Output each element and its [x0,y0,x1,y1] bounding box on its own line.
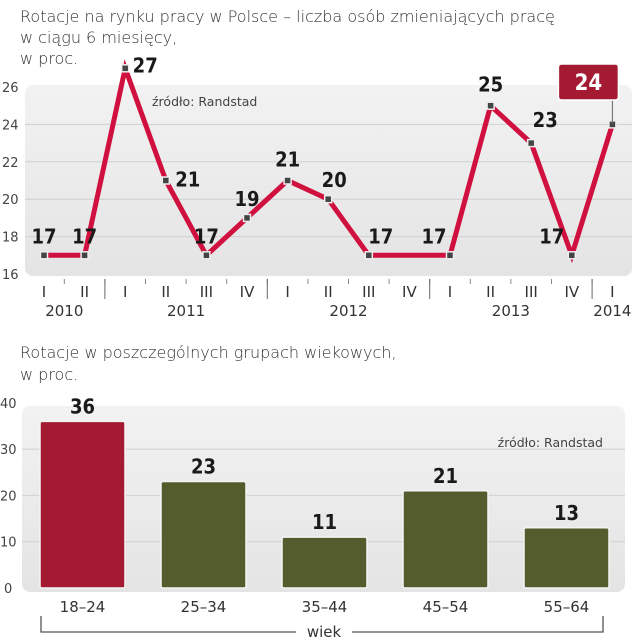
y-tick-label: 20 [2,193,19,208]
bar [160,480,247,589]
data-point [202,251,211,260]
bar [523,527,610,589]
data-label: 17 [31,224,56,248]
bar [39,420,126,589]
quarter-label: III [525,283,538,301]
category-label: 45–54 [423,598,469,616]
data-label: 17 [194,224,219,248]
data-label: 21 [175,168,200,192]
bar [402,490,489,589]
line-chart: Rotacje na rynku pracy w Polsce – liczba… [2,7,632,320]
highlight-value-box [557,63,620,101]
age-bracket [40,616,604,633]
bar-value-label: 13 [554,501,579,525]
data-label: 21 [275,148,300,172]
data-label: 17 [72,224,97,248]
data-point [161,176,171,185]
data-point [80,251,89,260]
y-tick-label: 16 [2,268,19,283]
y-tick-label: 40 [0,397,17,412]
category-label: 55–64 [544,598,590,616]
year-label: 2010 [45,302,83,320]
line-chart-title-2: w ciągu 6 miesięcy, [20,28,177,47]
y-tick-label: 0 [4,582,12,597]
quarter-label: I [285,283,289,301]
year-label: 2011 [167,302,205,320]
data-point [526,138,536,148]
quarter-label: IV [402,283,417,301]
line-plot-background [25,85,632,276]
y-tick-label: 22 [2,156,19,171]
quarter-label: IV [240,283,255,301]
quarter-label: II [324,283,333,301]
bar-chart-title-2: w proc. [20,365,78,384]
data-point [486,101,495,110]
y-tick-label: 20 [0,489,17,504]
category-label: 18–24 [60,598,106,616]
bar-chart: Rotacje w poszczególnych grupach wiekowy… [0,343,625,640]
category-label: 25–34 [181,598,227,616]
data-label: 25 [478,73,503,97]
y-tick-label: 24 [2,118,19,133]
y-tick-label: 10 [0,536,17,551]
data-label: 20 [322,168,347,192]
bar-value-label: 11 [312,510,337,534]
quarter-label: III [362,283,375,301]
data-point [120,64,130,73]
quarter-label: I [610,283,614,301]
quarter-label: II [161,283,170,301]
y-tick-label: 26 [2,81,19,96]
bar-chart-source: źródło: Randstad [498,435,603,450]
quarter-label: II [486,283,495,301]
data-point [242,213,252,223]
year-label: 2013 [492,302,530,320]
category-label: 35–44 [302,598,348,616]
bar-value-label: 23 [191,455,216,479]
line-chart-title-3: w proc. [20,49,78,68]
data-point [39,251,49,260]
data-label: 24 [575,71,603,96]
bar-xlabel: wiek [307,623,342,640]
data-label: 23 [533,108,558,132]
data-label: 17 [539,224,564,248]
bar-chart-title-1: Rotacje w poszczególnych grupach wiekowy… [20,343,397,362]
line-chart-source: źródło: Randstad [152,94,257,109]
data-point [283,176,292,185]
data-label: 19 [234,187,259,211]
bar-value-label: 36 [70,394,95,418]
quarter-label: III [200,283,213,301]
bar-value-label: 21 [433,464,458,488]
quarter-label: I [123,283,127,301]
y-tick-label: 30 [0,443,17,458]
line-chart-title-1: Rotacje na rynku pracy w Polsce – liczba… [20,7,555,26]
data-point [364,251,374,260]
y-tick-label: 18 [2,231,19,246]
quarter-label: I [42,283,46,301]
data-point [445,251,455,260]
year-label: 2012 [329,302,367,320]
data-point [567,251,577,260]
quarter-label: II [80,283,89,301]
data-label: 27 [133,53,158,77]
bar [281,536,368,589]
quarter-label: IV [564,283,579,301]
data-label: 17 [368,224,393,248]
quarter-label: I [448,283,452,301]
data-label: 17 [421,224,446,248]
data-point [323,194,333,204]
year-label: 2014 [593,302,631,320]
